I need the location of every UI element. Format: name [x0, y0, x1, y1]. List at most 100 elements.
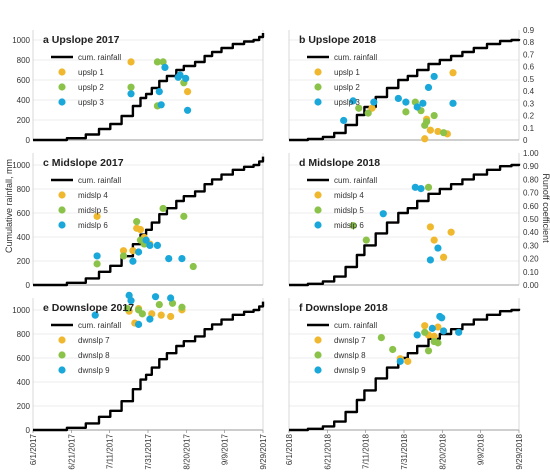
panel-b-point-upslp-2 [355, 104, 363, 112]
panel-e-point-dwnslp-8 [123, 304, 131, 313]
panel-d-point-midslp-4 [426, 223, 434, 231]
panel-d-title: d Midslope 2018 [299, 157, 380, 169]
panel-d-rainfall-line [289, 163, 521, 287]
panel-e-point-dwnslp-8 [178, 303, 186, 311]
panel-a-rainfall-line [33, 33, 265, 142]
panel-e-ytick-left: 600 [17, 354, 31, 363]
panel-d-legend-rainfall-label: cum. rainfall [334, 176, 377, 185]
panel-c-point-midslp-6 [93, 252, 101, 260]
panel-f-title: f Downslope 2018 [299, 302, 388, 314]
panel-d-ytick-right: 0.30 [523, 241, 539, 250]
panel-b-point-upslp-3 [449, 99, 457, 107]
panel-b-legend-label: upslp 3 [334, 98, 360, 107]
panel-c-point-midslp-6 [134, 248, 143, 256]
panel-c-legend-swatch [58, 206, 66, 214]
panel-e-rainfall-line [33, 301, 265, 432]
panel-d-ytick-right: 0.00 [523, 281, 539, 290]
panel-c-ytick-left: 600 [17, 209, 31, 218]
panel-f-point-dwnslp-8 [424, 347, 433, 355]
panel-f-point-dwnslp-9 [439, 327, 448, 335]
panel-f-xtick-label: 6/1/2018 [285, 433, 294, 465]
panel-f-point-dwnslp-8 [430, 337, 438, 346]
panel-d-point-midslp-6 [434, 244, 442, 252]
panel-f-point-dwnslp-8 [377, 334, 385, 342]
panel-c-point-midslp-4 [136, 225, 145, 234]
panel-f-point-dwnslp-9 [413, 331, 421, 339]
panel-b-point-upslp-2 [364, 109, 372, 117]
panel-b-point-upslp-3 [349, 97, 357, 105]
panel-f-point-dwnslp-9 [438, 314, 446, 322]
panel-c-ytick-left: 0 [26, 281, 31, 290]
panel-a-legend-label: upslp 2 [78, 83, 104, 92]
panel-b-ytick-right: 0.4 [523, 87, 535, 96]
panel-f-point-dwnslp-9 [428, 324, 436, 332]
panel-e-point-dwnslp-9 [167, 294, 175, 302]
panel-a-legend-swatch [58, 68, 66, 76]
panel-c-rainfall-line [33, 156, 265, 287]
panel-b-ytick-right: 0.1 [523, 124, 535, 133]
panel-b-ytick-right: 0.8 [523, 38, 535, 47]
panel-a-point-upslp-3 [155, 88, 163, 96]
panel-f-point-dwnslp-7 [434, 323, 442, 331]
panel-d-ytick-right: 0.50 [523, 215, 539, 224]
panel-f-legend-swatch [314, 351, 322, 359]
panel-d-point-midslp-4 [439, 253, 448, 261]
panel-b-ytick-right: 0.9 [523, 26, 535, 35]
panel-a-point-upslp-3 [183, 106, 192, 114]
panel-c-point-midslp-5 [93, 260, 101, 268]
panel-e-ytick-left: 200 [17, 402, 31, 411]
panel-d-point-midslp-4 [447, 228, 455, 236]
panel-f-legend-label: dwnslp 8 [334, 351, 366, 360]
panel-b-point-upslp-1 [434, 127, 442, 136]
panel-d-ytick-right: 0.70 [523, 189, 539, 198]
panel-e-point-dwnslp-8 [155, 301, 163, 309]
panel-b-ytick-right: 0 [523, 136, 528, 145]
panel-f-rainfall-line [289, 308, 521, 432]
panel-b-legend-rainfall-label: cum. rainfall [334, 53, 377, 62]
panel-a-legend-label: upslp 1 [78, 68, 104, 77]
panel-a-point-upslp-3 [161, 63, 169, 71]
panel-d-legend-swatch [314, 191, 322, 199]
panel-d-point-midslp-5 [349, 222, 357, 230]
panel-e-legend-label: dwnslp 7 [78, 336, 110, 345]
panel-f-point-dwnslp-8 [389, 345, 397, 354]
panel-c-point-midslp-5 [159, 204, 167, 213]
panel-b-legend-swatch [314, 98, 322, 106]
panel-a-point-upslp-2 [159, 58, 167, 66]
panel-d-point-midslp-6 [417, 185, 425, 193]
left-axis-label: Cumulative rainfall, mm [4, 159, 14, 253]
panel-a-legend-rainfall-label: cum. rainfall [78, 53, 121, 62]
panel-a-legend-swatch [58, 83, 66, 91]
panel-d-point-midslp-5 [362, 236, 370, 244]
panel-a-ytick-left: 200 [17, 116, 31, 125]
panel-b-point-upslp-3 [413, 103, 421, 111]
panel-b-point-upslp-1 [421, 135, 429, 143]
panel-e-legend-swatch [58, 351, 66, 359]
panel-d-ytick-right: 0.20 [523, 255, 539, 264]
panel-f-legend-swatch [314, 366, 322, 374]
panel-c-legend-label: midslp 4 [78, 191, 108, 200]
panel-a-ytick-left: 400 [17, 96, 31, 105]
panel-e-xtick-label: 6/21/2017 [67, 433, 76, 469]
panel-c-point-midslp-5 [180, 212, 188, 220]
panel-f-point-dwnslp-9 [455, 328, 463, 336]
panel-a-point-upslp-3 [176, 71, 184, 79]
panel-b-legend-label: upslp 1 [334, 68, 360, 77]
panel-f-xtick-label: 9/29/2018 [515, 433, 524, 469]
panel-e-xtick-label: 8/20/2017 [182, 433, 191, 469]
panel-e-legend-label: dwnslp 9 [78, 366, 110, 375]
panel-d-point-midslp-6 [411, 183, 419, 191]
panel-e-title: e Downslope 2017 [43, 302, 134, 314]
panel-e-ytick-left: 0 [26, 426, 31, 435]
panel-a-point-upslp-3 [127, 90, 135, 98]
panel-e-ytick-left: 400 [17, 378, 31, 387]
panel-d-legend-label: midslp 4 [334, 191, 364, 200]
panel-a-point-upslp-2 [127, 83, 135, 91]
panel-e-point-dwnslp-9 [151, 293, 160, 301]
panel-b-point-upslp-2 [402, 108, 410, 116]
panel-e-point-dwnslp-7 [167, 312, 175, 321]
panel-c-point-midslp-6 [165, 255, 173, 263]
panel-a-point-upslp-1 [183, 88, 192, 96]
panel-a-point-upslp-3 [157, 101, 165, 109]
